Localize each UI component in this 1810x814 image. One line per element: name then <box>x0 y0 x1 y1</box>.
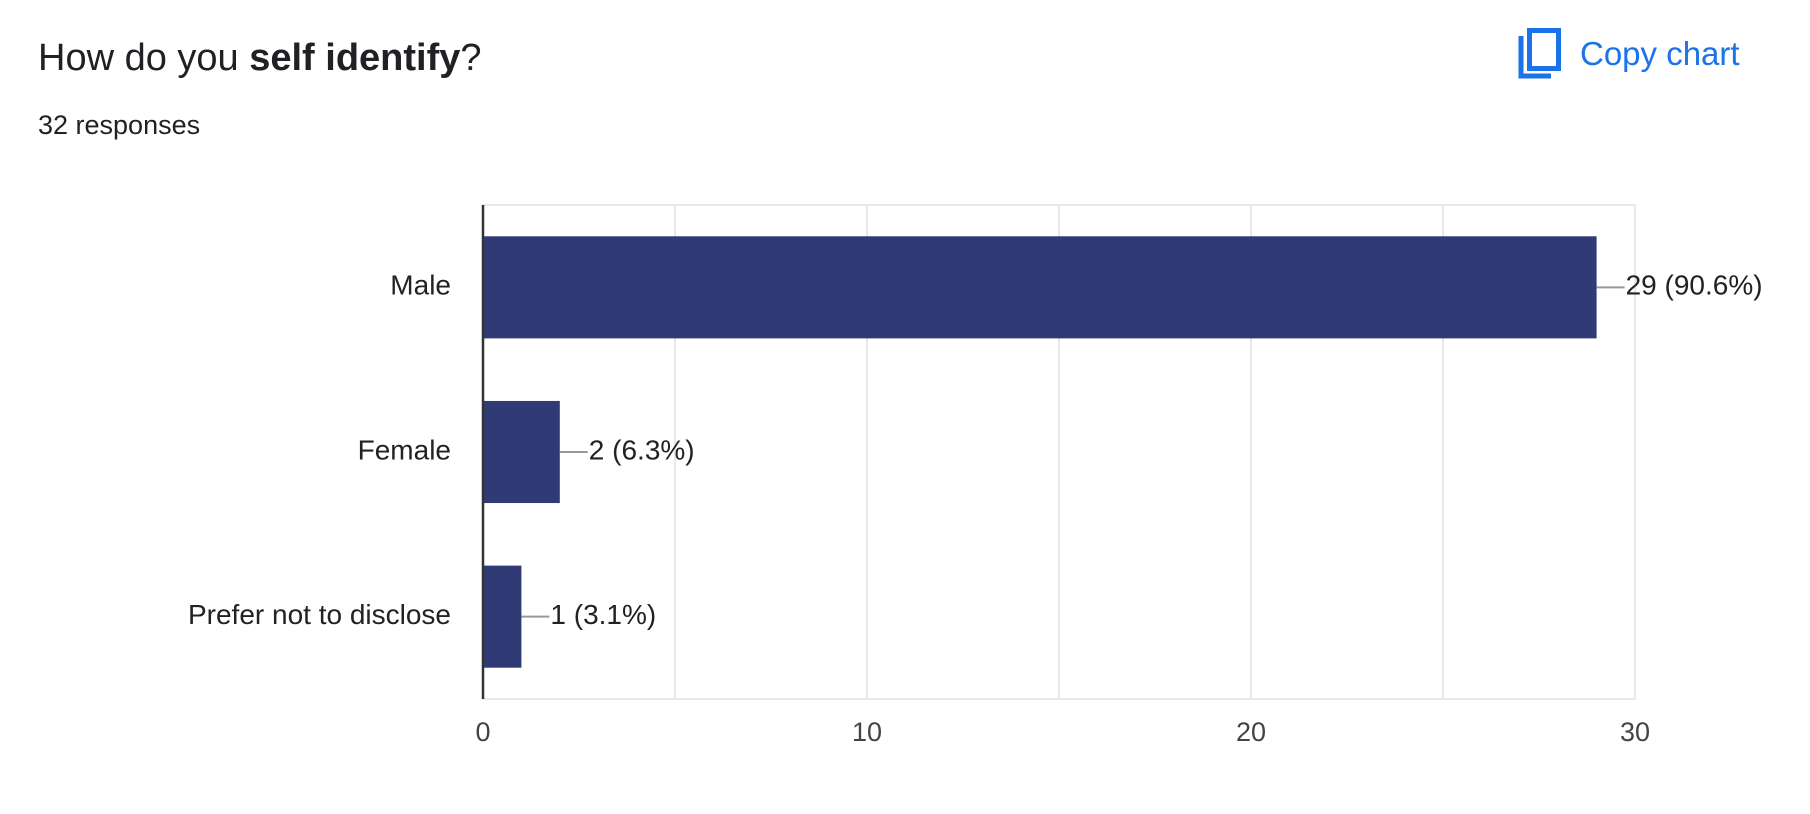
bar-1 <box>483 400 560 504</box>
title-bold: self identify <box>249 37 461 79</box>
value-label: 2 (6.3%) <box>589 434 695 465</box>
x-tick-label: 0 <box>475 717 490 747</box>
category-label: Female <box>358 434 451 465</box>
copy-chart-button[interactable]: Copy chart <box>1518 26 1740 82</box>
title-suffix: ? <box>460 37 482 79</box>
question-title: How do you self identify? <box>38 34 482 82</box>
copy-icon <box>1518 28 1561 79</box>
category-label: Prefer not to disclose <box>188 599 451 630</box>
title-prefix: How do you <box>38 37 250 79</box>
bar-0 <box>483 236 1597 339</box>
response-count: 32 responses <box>38 110 201 140</box>
copy-chart-label: Copy chart <box>1580 35 1740 72</box>
x-tick-label: 20 <box>1236 717 1266 747</box>
value-label: 29 (90.6%) <box>1626 270 1763 301</box>
bar-2 <box>483 565 522 668</box>
x-tick-label: 10 <box>852 717 882 747</box>
value-label: 1 (3.1%) <box>550 599 656 630</box>
x-tick-label: 30 <box>1620 717 1650 747</box>
category-label: Male <box>390 270 451 301</box>
